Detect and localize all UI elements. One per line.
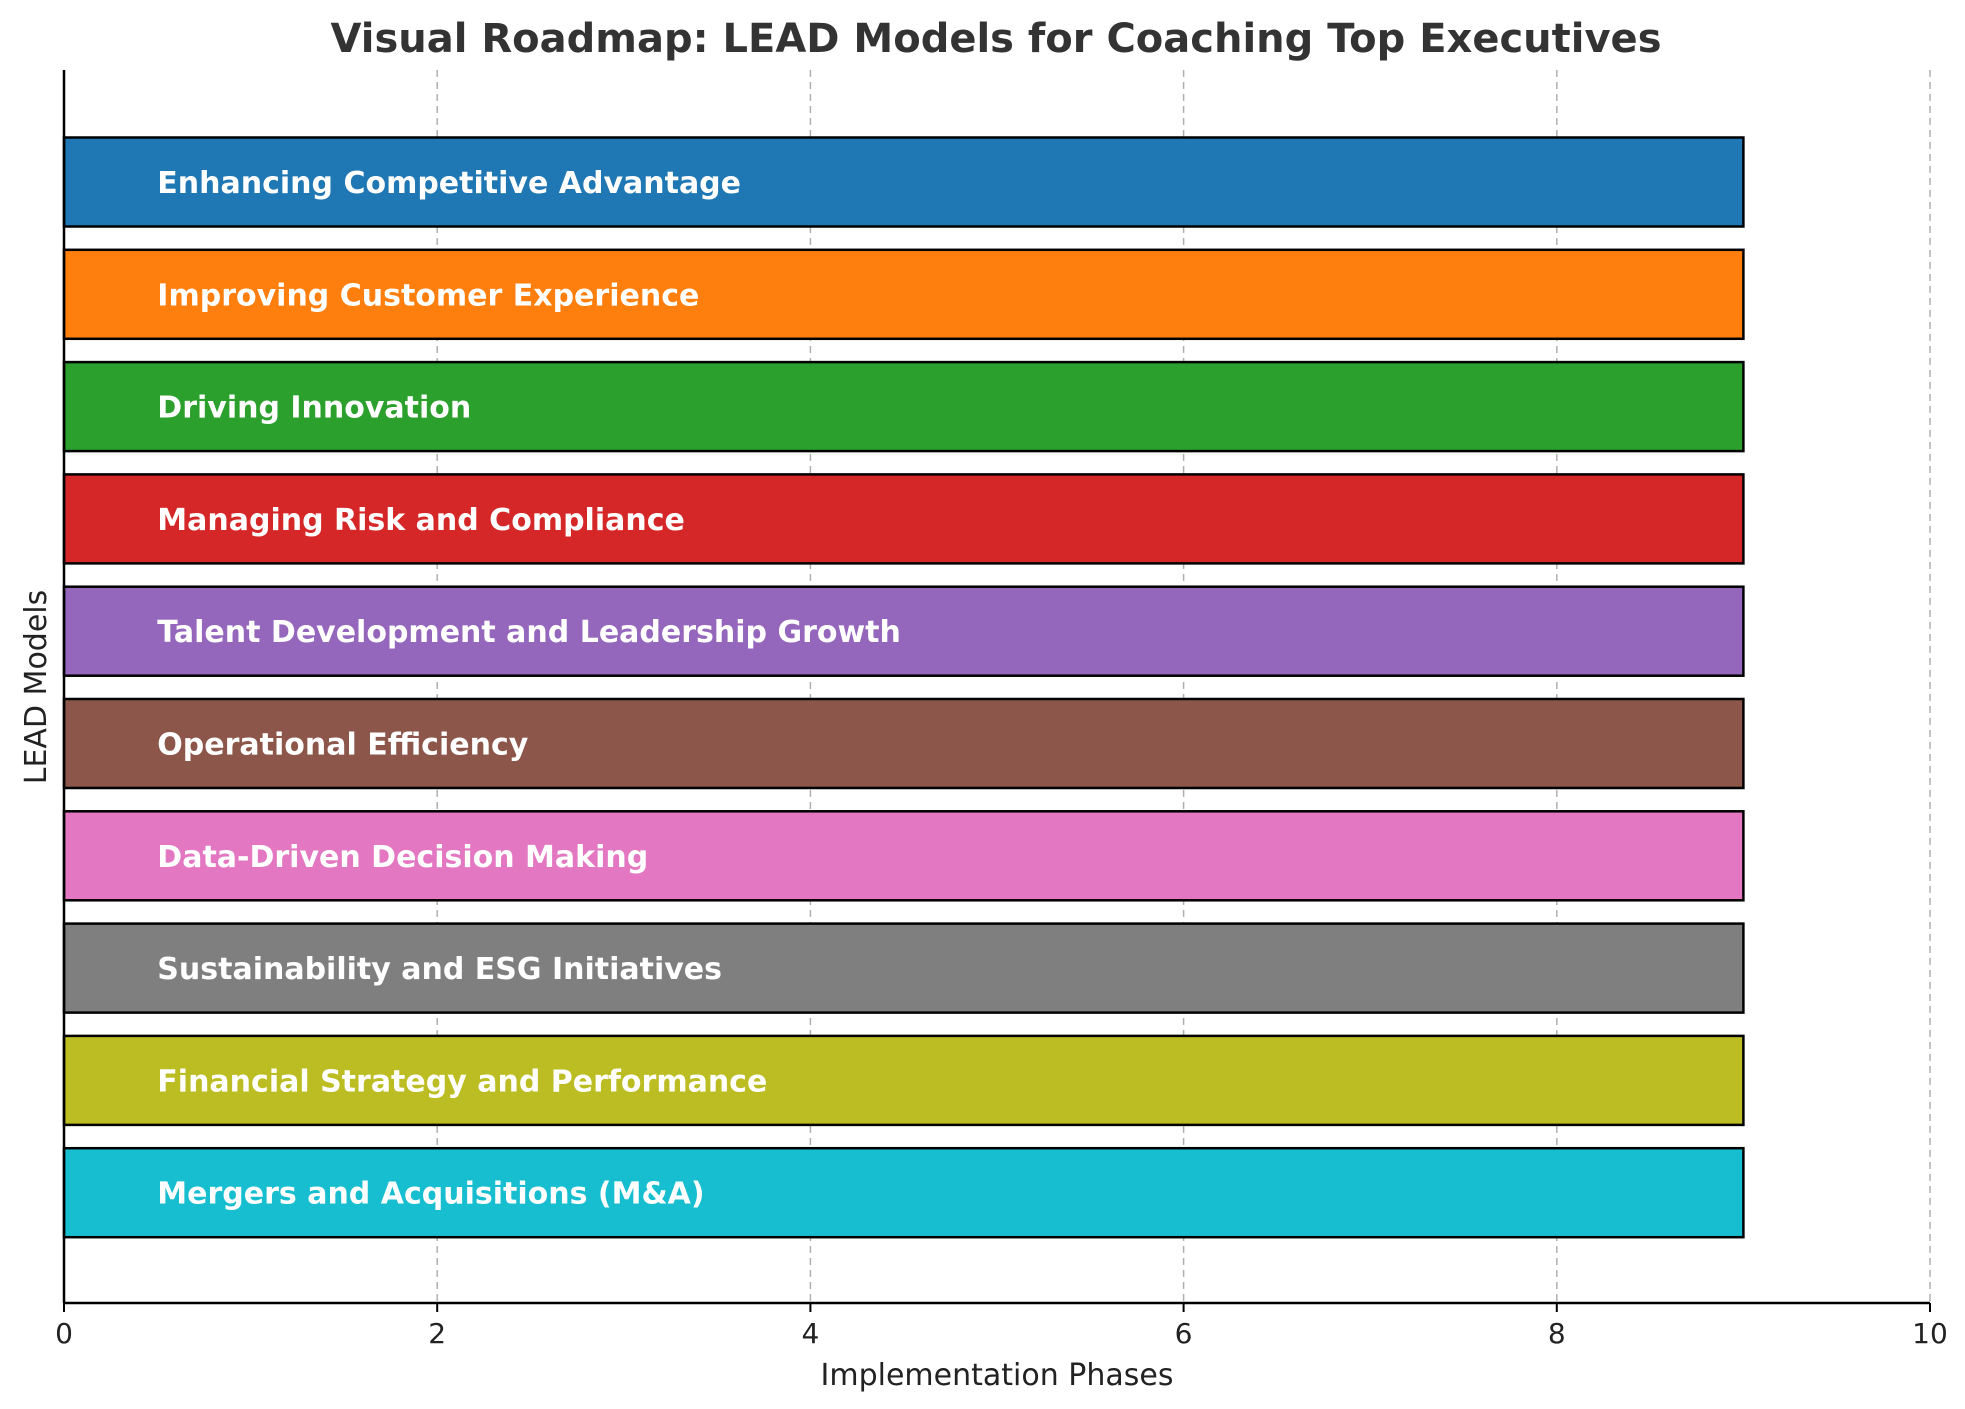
x-tick-layer: 0 2 4 6 8 10 (55, 1303, 1948, 1350)
x-axis-label: Implementation Phases (821, 1358, 1174, 1393)
bar-label: Driving Innovation (157, 391, 471, 426)
bar-label: Operational Efficiency (157, 728, 528, 763)
bar-label: Sustainability and ESG Initiatives (157, 952, 722, 987)
bar-label: Financial Strategy and Performance (157, 1064, 767, 1099)
x-tick-label: 8 (1548, 1317, 1566, 1350)
bar (62, 1146, 1745, 1239)
bar (62, 810, 1745, 902)
bar-label: Mergers and Acquisitions (M&A) (157, 1177, 704, 1212)
bar-label: Data-Driven Decision Making (157, 840, 648, 875)
bar-layer: Enhancing Competitive Advantage Improving… (62, 136, 1745, 1239)
x-tick-label: 10 (1912, 1317, 1948, 1350)
y-axis-label: LEAD Models (19, 590, 54, 785)
bar (62, 248, 1745, 341)
bar-label: Managing Risk and Compliance (157, 503, 685, 538)
bar-label: Enhancing Competitive Advantage (157, 166, 741, 201)
x-tick-label: 0 (55, 1317, 73, 1350)
bar (62, 473, 1745, 565)
bar (62, 697, 1745, 790)
bar (62, 1034, 1745, 1127)
bar (62, 360, 1745, 453)
bar-label: Talent Development and Leadership Growth (157, 615, 901, 650)
x-tick-label: 6 (1175, 1317, 1193, 1350)
x-tick-label: 4 (801, 1317, 819, 1350)
bar (62, 136, 1745, 228)
bar (62, 585, 1745, 677)
bar-label: Improving Customer Experience (157, 278, 699, 313)
chart-title: Visual Roadmap: LEAD Models for Coaching… (331, 16, 1662, 62)
bar (62, 922, 1745, 1014)
x-tick-label: 2 (428, 1317, 446, 1350)
